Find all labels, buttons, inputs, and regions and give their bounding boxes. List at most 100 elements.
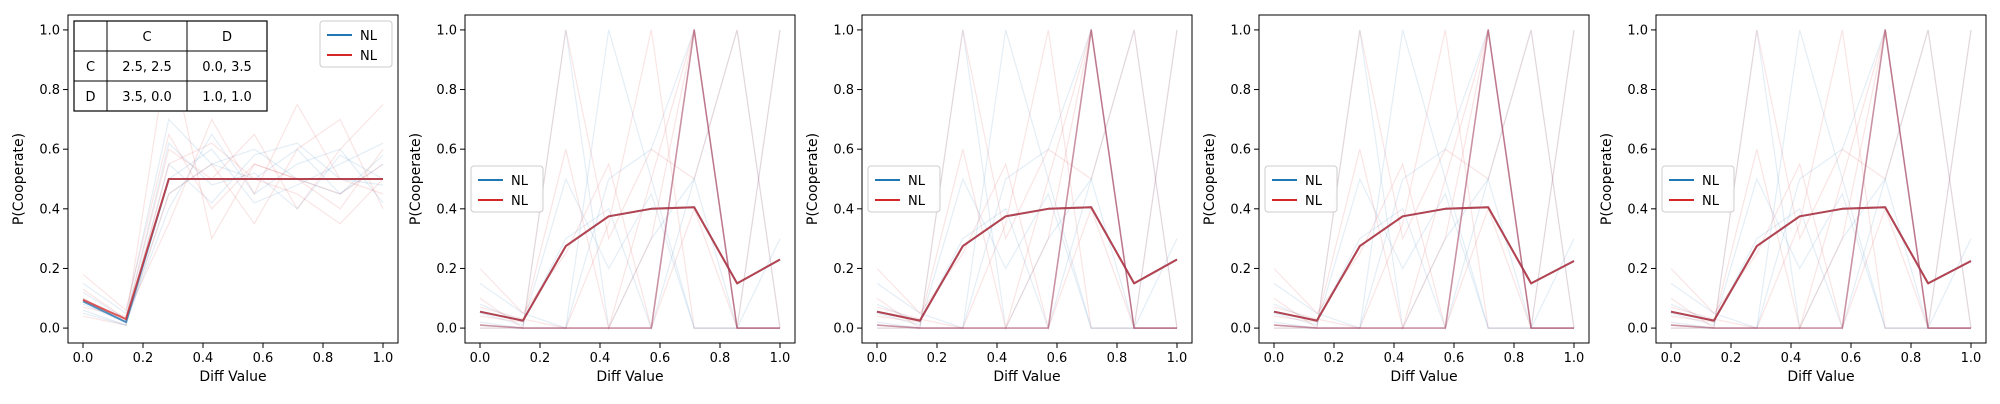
legend-label: NL [1702, 194, 1720, 209]
legend-label: NL [1305, 174, 1323, 189]
faint-series-line [876, 177, 1177, 329]
chart-panel-5: 0.0 0.2 0.4 0.6 0.8 1.0 0.0 0.2 0.4 0.6 0.8 1.0 Diff… [1599, 14, 1987, 385]
faint-series-line [82, 142, 384, 323]
x-tick-label: 1.0 [1961, 351, 1982, 366]
mean-series-line [1273, 206, 1575, 322]
x-tick-label: 0.4 [193, 351, 214, 366]
faint-series-line [82, 142, 384, 326]
x-tick-label: 0.0 [867, 351, 888, 366]
axes-frame [861, 14, 1193, 344]
y-tick-label: 1.0 [436, 23, 457, 38]
chart-panel-2: 0.0 0.2 0.4 0.6 0.8 1.0 0.0 0.2 0.4 0.6 0.8 1.0 Diff… [408, 14, 796, 385]
x-tick-label: 0.0 [1661, 351, 1682, 366]
y-tick-label: 0.4 [833, 202, 854, 217]
mean-series-line [1273, 206, 1575, 322]
payoff-table-cell: 3.5, 0.0 [122, 90, 172, 105]
y-tick-label: 0.6 [436, 143, 457, 158]
mean-series-line [479, 206, 781, 322]
legend-label: NL [1702, 174, 1720, 189]
faint-series-line [1273, 177, 1574, 329]
payoff-table-header: D [222, 30, 232, 45]
legend-label: NL [908, 174, 926, 189]
mean-series-line [479, 29, 780, 329]
x-tick-label: 0.6 [650, 351, 671, 366]
axes-frame [1655, 14, 1987, 344]
faint-series-line [82, 44, 384, 324]
legend-label: NL [511, 194, 529, 209]
axes-frame [1258, 14, 1590, 344]
faint-series-line [82, 132, 384, 312]
x-tick-label: 1.0 [1564, 351, 1585, 366]
payoff-table-cell: 1.0, 1.0 [202, 90, 252, 105]
mean-series-line [82, 178, 383, 321]
x-tick-label: 0.4 [987, 351, 1008, 366]
mean-series-line [1273, 29, 1574, 329]
faint-series-line [480, 29, 781, 329]
legend-box [867, 165, 941, 213]
legend-label: NL [1305, 194, 1323, 209]
x-axis-label: Diff Value [199, 369, 266, 385]
faint-series-line [1670, 177, 1971, 329]
x-tick-label: 0.6 [1047, 351, 1068, 366]
y-tick-label: 0.8 [436, 83, 457, 98]
y-tick-label: 0.0 [1627, 322, 1648, 337]
axes-frame [464, 14, 796, 344]
faint-series-line [876, 29, 1178, 331]
y-tick-label: 0.0 [436, 322, 457, 337]
mean-series-group [1670, 29, 1972, 329]
x-tick-label: 0.8 [1107, 351, 1128, 366]
legend-box [319, 20, 393, 68]
y-tick-label: 0.8 [1627, 83, 1648, 98]
y-axis-label: P(Cooperate) [11, 133, 27, 225]
y-tick-label: 1.0 [833, 23, 854, 38]
faint-series-line [82, 148, 384, 326]
x-tick-label: 0.4 [1384, 351, 1405, 366]
x-tick-label: 1.0 [1167, 351, 1188, 366]
faint-series-line [1274, 29, 1575, 329]
y-tick-label: 0.2 [1230, 262, 1251, 277]
x-tick-label: 1.0 [770, 351, 791, 366]
y-tick-label: 0.4 [39, 202, 60, 217]
x-tick-label: 0.8 [313, 351, 334, 366]
mean-series-group [479, 29, 781, 329]
y-tick-label: 0.0 [833, 322, 854, 337]
faint-series-line [876, 162, 1177, 331]
legend-label: NL [908, 194, 926, 209]
x-tick-label: 0.0 [1264, 351, 1285, 366]
mean-series-group [876, 29, 1178, 329]
y-tick-label: 0.4 [436, 202, 457, 217]
y-axis-label: P(Cooperate) [408, 133, 424, 225]
y-tick-label: 1.0 [1230, 23, 1251, 38]
x-tick-label: 0.4 [590, 351, 611, 366]
x-tick-label: 0.8 [1504, 351, 1525, 366]
legend-box [1661, 165, 1735, 213]
payoff-table-cell: 2.5, 2.5 [122, 60, 172, 75]
faint-series-line [82, 133, 384, 323]
mean-series-group [1273, 29, 1575, 329]
chart-panel-3: 0.0 0.2 0.4 0.6 0.8 1.0 0.0 0.2 0.4 0.6 0.8 1.0 Diff… [805, 14, 1193, 385]
y-tick-label: 0.2 [436, 262, 457, 277]
payoff-table-header: C [142, 30, 151, 45]
legend: NL NL [470, 165, 544, 213]
x-tick-label: 0.8 [710, 351, 731, 366]
y-tick-label: 0.6 [833, 143, 854, 158]
y-tick-label: 0.8 [1230, 83, 1251, 98]
x-tick-label: 0.0 [470, 351, 491, 366]
x-tick-label: 1.0 [373, 351, 394, 366]
x-tick-label: 0.6 [1841, 351, 1862, 366]
y-tick-label: 1.0 [1627, 23, 1648, 38]
faint-series-line [479, 177, 780, 329]
faint-series-line [82, 118, 384, 315]
payoff-table-row-label: C [86, 60, 95, 75]
mean-series-line [1670, 206, 1972, 322]
y-tick-label: 0.6 [1627, 143, 1648, 158]
legend-label: NL [511, 174, 529, 189]
y-axis-label: P(Cooperate) [805, 133, 821, 225]
faint-series-line [1671, 29, 1972, 329]
x-tick-label: 0.2 [133, 351, 154, 366]
legend: NL NL [867, 165, 941, 213]
faint-series-line [1273, 29, 1575, 331]
y-tick-label: 0.8 [39, 83, 60, 98]
payoff-table-cell: 0.0, 3.5 [202, 60, 252, 75]
